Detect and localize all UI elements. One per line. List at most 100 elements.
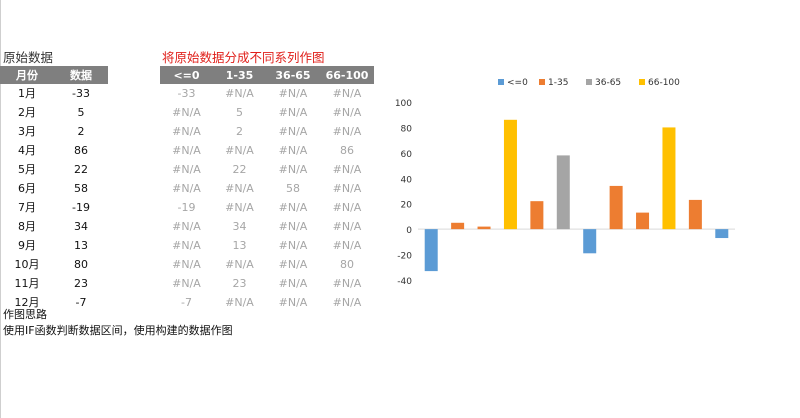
- table-cell[interactable]: #N/A: [332, 296, 362, 309]
- table-row: #N/A #N/A #N/A 80: [160, 255, 374, 274]
- legend-swatch-0: [498, 79, 504, 85]
- table-cell[interactable]: 5月: [18, 163, 36, 176]
- table-cell[interactable]: 58: [74, 182, 88, 195]
- table-cell[interactable]: -19: [177, 201, 196, 214]
- table-row: #N/A 22 #N/A #N/A: [160, 160, 374, 179]
- table-row: #N/A 23 #N/A #N/A: [160, 274, 374, 293]
- table-cell[interactable]: 2: [236, 125, 243, 138]
- table-cell[interactable]: #N/A: [332, 201, 362, 214]
- header-36-65[interactable]: 36-65: [266, 66, 320, 84]
- table-cell[interactable]: #N/A: [332, 87, 362, 100]
- table-cell[interactable]: #N/A: [225, 296, 254, 309]
- y-tick-label: 20: [401, 201, 413, 211]
- table-row: -7 #N/A #N/A #N/A: [160, 293, 374, 312]
- table-cell[interactable]: 5: [77, 106, 85, 119]
- header-value[interactable]: 数据: [54, 66, 108, 84]
- table-cell[interactable]: #N/A: [172, 220, 201, 233]
- table-cell[interactable]: 8月: [18, 220, 36, 233]
- table-cell[interactable]: 6月: [18, 182, 36, 195]
- table-cell[interactable]: #N/A: [278, 239, 308, 252]
- table-cell[interactable]: #N/A: [278, 144, 308, 157]
- table-cell[interactable]: #N/A: [172, 239, 201, 252]
- table-cell[interactable]: 86: [340, 144, 354, 157]
- table-cell[interactable]: 2: [77, 125, 85, 138]
- table-cell[interactable]: #N/A: [172, 258, 201, 271]
- table-cell[interactable]: #N/A: [225, 144, 254, 157]
- column-chart[interactable]: -40 -20 0 20 40 60 80 100 <=0 1-35 36-65 66-100: [380, 70, 740, 285]
- y-tick-label: -40: [397, 277, 412, 285]
- table-row: 8月 34: [0, 217, 108, 236]
- table-cell[interactable]: -7: [181, 296, 192, 309]
- table-cell[interactable]: -7: [75, 296, 87, 309]
- table-cell[interactable]: #N/A: [332, 106, 362, 119]
- table-cell[interactable]: #N/A: [332, 277, 362, 290]
- table-cell[interactable]: #N/A: [278, 296, 308, 309]
- table-cell[interactable]: #N/A: [278, 258, 308, 271]
- table-cell[interactable]: #N/A: [278, 220, 308, 233]
- table-row: 1月 -33: [0, 84, 108, 103]
- table-cell[interactable]: 22: [232, 163, 247, 176]
- table-cell[interactable]: #N/A: [332, 125, 362, 138]
- header-66-100[interactable]: 66-100: [320, 66, 374, 84]
- table-cell[interactable]: 5: [236, 106, 243, 119]
- table-cell[interactable]: 7月: [18, 201, 36, 214]
- table-cell[interactable]: 13: [74, 239, 88, 252]
- header-1-35[interactable]: 1-35: [213, 66, 266, 84]
- table-cell[interactable]: 86: [74, 144, 88, 157]
- table-cell[interactable]: 23: [74, 277, 88, 290]
- table-cell[interactable]: #N/A: [332, 163, 362, 176]
- table-cell[interactable]: #N/A: [278, 87, 308, 100]
- y-tick-label: 100: [395, 99, 412, 109]
- table-cell[interactable]: 34: [74, 220, 88, 233]
- bar-<=0-1月: [424, 229, 438, 272]
- table-cell[interactable]: 1月: [18, 87, 36, 100]
- table-cell[interactable]: #N/A: [278, 125, 308, 138]
- table-cell[interactable]: #N/A: [172, 106, 201, 119]
- table-cell[interactable]: #N/A: [332, 182, 362, 195]
- table-cell[interactable]: #N/A: [278, 201, 308, 214]
- table-cell[interactable]: 22: [74, 163, 88, 176]
- table-cell[interactable]: 12月: [14, 296, 40, 309]
- table-cell[interactable]: 2月: [18, 106, 36, 119]
- table-cell[interactable]: -33: [177, 87, 196, 100]
- header-month[interactable]: 月份: [0, 66, 54, 84]
- table-cell[interactable]: 34: [232, 220, 247, 233]
- table-cell[interactable]: #N/A: [225, 87, 254, 100]
- table-cell[interactable]: 13: [232, 239, 247, 252]
- table-cell[interactable]: 23: [232, 277, 247, 290]
- table-row: 7月 -19: [0, 198, 108, 217]
- table-row: -19 #N/A #N/A #N/A: [160, 198, 374, 217]
- table-cell[interactable]: 80: [340, 258, 354, 271]
- table-cell[interactable]: #N/A: [225, 258, 254, 271]
- y-tick-label: 40: [401, 175, 413, 185]
- bar-1-35-3月: [477, 226, 491, 230]
- table-cell[interactable]: -33: [72, 87, 90, 100]
- table-cell[interactable]: #N/A: [332, 220, 362, 233]
- table-cell[interactable]: #N/A: [225, 201, 254, 214]
- table-cell[interactable]: -19: [72, 201, 90, 214]
- table-cell[interactable]: 3月: [18, 125, 36, 138]
- header-le0[interactable]: <=0: [160, 66, 213, 84]
- note-title: 作图思路: [3, 308, 47, 321]
- table-row: 4月 86: [0, 141, 108, 160]
- table-row: 5月 22: [0, 160, 108, 179]
- table-cell[interactable]: 80: [74, 258, 88, 271]
- table-cell[interactable]: #N/A: [278, 106, 308, 119]
- table-cell[interactable]: #N/A: [172, 182, 201, 195]
- table-cell[interactable]: 4月: [18, 144, 36, 157]
- table-cell[interactable]: #N/A: [172, 125, 201, 138]
- table-cell[interactable]: 58: [286, 182, 300, 195]
- table-cell[interactable]: 11月: [14, 277, 40, 290]
- table-cell[interactable]: #N/A: [332, 239, 362, 252]
- table-cell[interactable]: 10月: [14, 258, 40, 271]
- table-cell[interactable]: #N/A: [278, 163, 308, 176]
- legend-swatch-3: [639, 79, 645, 85]
- table-cell[interactable]: #N/A: [172, 163, 201, 176]
- table-cell[interactable]: #N/A: [172, 144, 201, 157]
- table-cell[interactable]: #N/A: [172, 277, 201, 290]
- table-cell[interactable]: 9月: [18, 239, 36, 252]
- bar-1-35-5月: [530, 201, 544, 230]
- table-row: #N/A #N/A 58 #N/A: [160, 179, 374, 198]
- table-cell[interactable]: #N/A: [225, 182, 254, 195]
- table-cell[interactable]: #N/A: [278, 277, 308, 290]
